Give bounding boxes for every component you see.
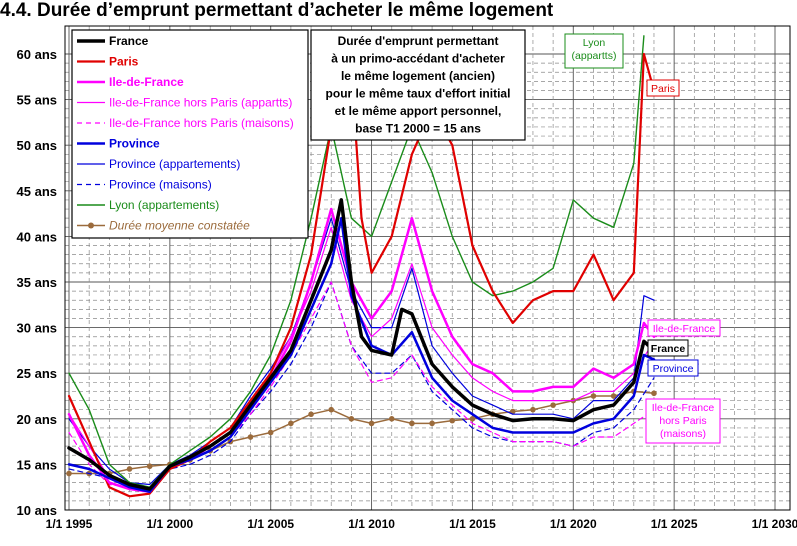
x-tick-label: 1/1 2000	[146, 517, 193, 531]
x-tick-label: 1/1 2015	[449, 517, 496, 531]
end-labels: Lyon(appartts) Paris Ile-de-France France Pr…	[564, 33, 721, 444]
y-tick-label: 35 ans	[17, 275, 57, 290]
x-tick-label: 1/1 2020	[550, 517, 597, 531]
data-point	[348, 416, 355, 422]
annotation-line: pour le même taux d'effort initial	[326, 87, 511, 101]
y-tick-label: 10 ans	[17, 503, 57, 518]
y-tick-label: 60 ans	[17, 47, 57, 62]
data-point	[550, 402, 556, 408]
annotation-line: base T1 2000 = 15 ans	[355, 122, 481, 136]
y-tick-label: 30 ans	[17, 321, 57, 336]
series-line-paris	[67, 52, 656, 498]
end-label-box	[646, 79, 680, 97]
end-label-province: Province	[653, 363, 694, 375]
legend-label-province_maisons: Province (maisons)	[109, 178, 212, 192]
end-label-lyon: Lyon	[583, 37, 606, 49]
page-title: 4.4. Durée d’emprunt permettant d’achete…	[0, 0, 554, 21]
data-point	[449, 417, 456, 424]
data-point	[590, 393, 597, 399]
data-point	[530, 406, 536, 413]
series-line-france	[67, 198, 656, 491]
data-point	[469, 416, 476, 422]
plot-frame	[64, 25, 791, 511]
legend-label-moyenne: Durée moyenne constatée	[109, 219, 250, 233]
legend-label-idf: Ile-de-France	[109, 75, 184, 89]
series-lines	[66, 35, 657, 498]
y-tick-label: 20 ans	[17, 412, 57, 427]
data-point	[388, 416, 395, 422]
y-axis: 10 ans 15 ans 20 ans 25 ans 30 ans 35 ans 40 a…	[17, 47, 57, 518]
legend-marker	[88, 222, 94, 229]
legend-label-idf_maisons: Ile-de-France hors Paris (maisons)	[109, 116, 294, 130]
data-point	[247, 434, 254, 440]
legend-label-lyon: Lyon (appartements)	[109, 198, 219, 212]
end-label-idf: Ile-de-France	[653, 323, 716, 335]
end-label-box	[647, 339, 689, 357]
legend-label-idf_appart: Ile-de-France hors Paris (appartts)	[109, 96, 292, 110]
end-label-idf_maisons: (maisons)	[660, 428, 706, 440]
end-label-box	[647, 359, 699, 377]
end-label-idf_maisons: Ile-de-France	[652, 402, 715, 414]
y-tick-label: 50 ans	[17, 138, 57, 153]
x-tick-label: 1/1 2030	[752, 517, 797, 531]
x-tick-label: 1/1 2025	[651, 517, 698, 531]
data-point	[288, 420, 294, 427]
x-axis: 1/1 1995 1/1 2000 1/1 2005 1/1 2010 1/1 2015…	[46, 517, 797, 531]
data-point	[368, 420, 375, 427]
legend-label-province_appart: Province (appartements)	[109, 157, 240, 171]
end-label-idf_maisons: hors Paris	[659, 415, 706, 427]
legend-label-province: Province	[109, 137, 160, 151]
end-label-paris: Paris	[651, 83, 675, 95]
y-tick-label: 25 ans	[17, 366, 57, 381]
data-point	[126, 466, 133, 472]
y-tick-label: 45 ans	[17, 184, 57, 199]
data-point	[610, 393, 617, 399]
annotation-line: et le même apport personnel,	[335, 104, 502, 118]
end-label-box	[647, 319, 721, 337]
end-label-box	[645, 398, 721, 444]
y-tick-label: 15 ans	[17, 457, 57, 472]
legend-label-france: France	[109, 34, 149, 48]
annotation-box: Durée d'emprunt permettant à un primo-acc…	[310, 29, 526, 141]
data-point	[651, 390, 657, 397]
y-tick-label: 55 ans	[17, 93, 57, 108]
legend-box	[71, 29, 309, 239]
data-point	[146, 463, 153, 470]
data-point	[308, 411, 314, 418]
annotation-frame	[310, 29, 526, 141]
end-label-france: France	[651, 343, 686, 355]
data-point	[328, 406, 335, 413]
data-point	[267, 429, 274, 436]
annotation-line: à un primo-accédant d'acheter	[331, 52, 505, 66]
x-tick-label: 1/1 2005	[247, 517, 294, 531]
end-label-box	[564, 33, 624, 69]
data-point	[66, 470, 72, 477]
end-label-lyon: (appartts)	[572, 50, 617, 62]
series-line-moyenne	[68, 390, 655, 475]
data-point	[429, 420, 435, 427]
data-point	[409, 420, 415, 427]
legend: France Paris Ile-de-France Ile-de-France ho…	[71, 29, 309, 239]
y-tick-label: 40 ans	[17, 229, 57, 244]
x-tick-label: 1/1 2010	[348, 517, 395, 531]
annotation-line: le même logement (ancien)	[341, 69, 495, 83]
legend-label-paris: Paris	[109, 55, 139, 69]
annotation-line: Durée d'emprunt permettant	[338, 34, 499, 48]
x-tick-label: 1/1 1995	[46, 517, 93, 531]
